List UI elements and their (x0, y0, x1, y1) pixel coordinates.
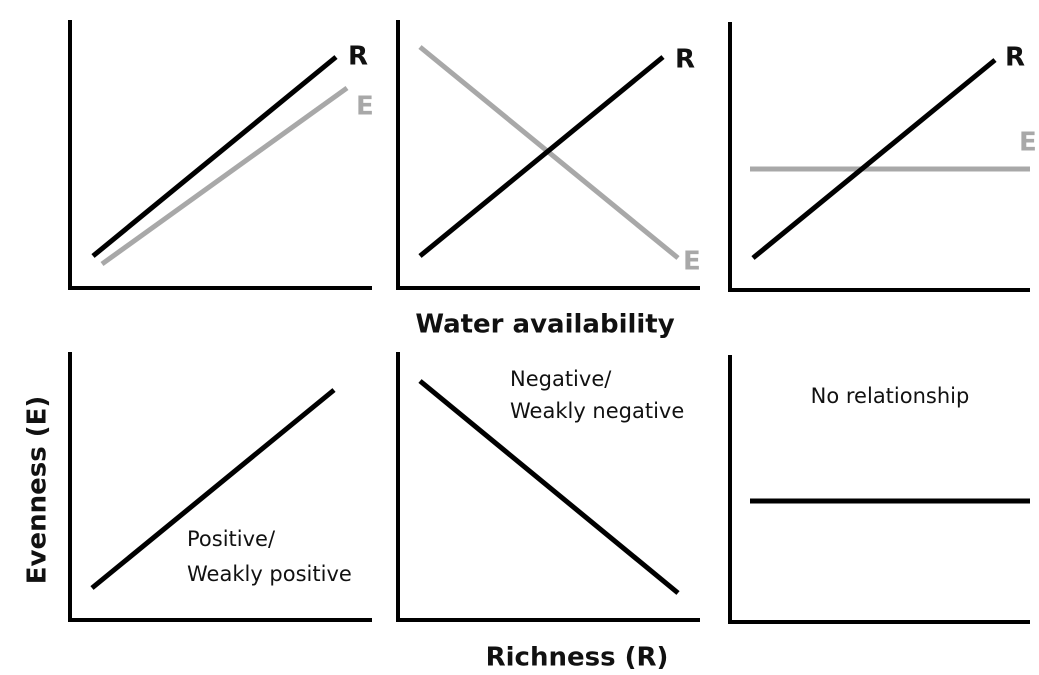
y-axis-label: Evenness (E) (23, 396, 53, 585)
axes (68, 352, 372, 622)
panel-label: Weakly negative (510, 399, 684, 423)
relationship-line (90, 388, 336, 590)
panel-label: Negative/ (510, 367, 612, 391)
panel-label: No relationship (811, 384, 970, 408)
r-label: R (348, 42, 368, 72)
e-label: E (356, 92, 374, 122)
x-axis-label: Richness (R) (486, 643, 669, 673)
axes (396, 352, 700, 622)
panel-label: Weakly positive (187, 562, 352, 586)
r-label: R (1005, 43, 1025, 73)
axes (728, 355, 1030, 624)
panel-label: Positive/ (187, 527, 276, 551)
evenness-line (100, 85, 349, 267)
e-label: E (1019, 128, 1037, 158)
axes (396, 20, 700, 290)
axes (728, 22, 1030, 292)
richness-line (751, 58, 997, 260)
r-label: R (675, 45, 695, 75)
relationship-line (418, 379, 680, 595)
axes (68, 20, 372, 290)
richness-line (91, 55, 338, 258)
top-axis-label: Water availability (415, 310, 674, 340)
richness-line (418, 55, 665, 258)
e-label: E (683, 247, 701, 277)
